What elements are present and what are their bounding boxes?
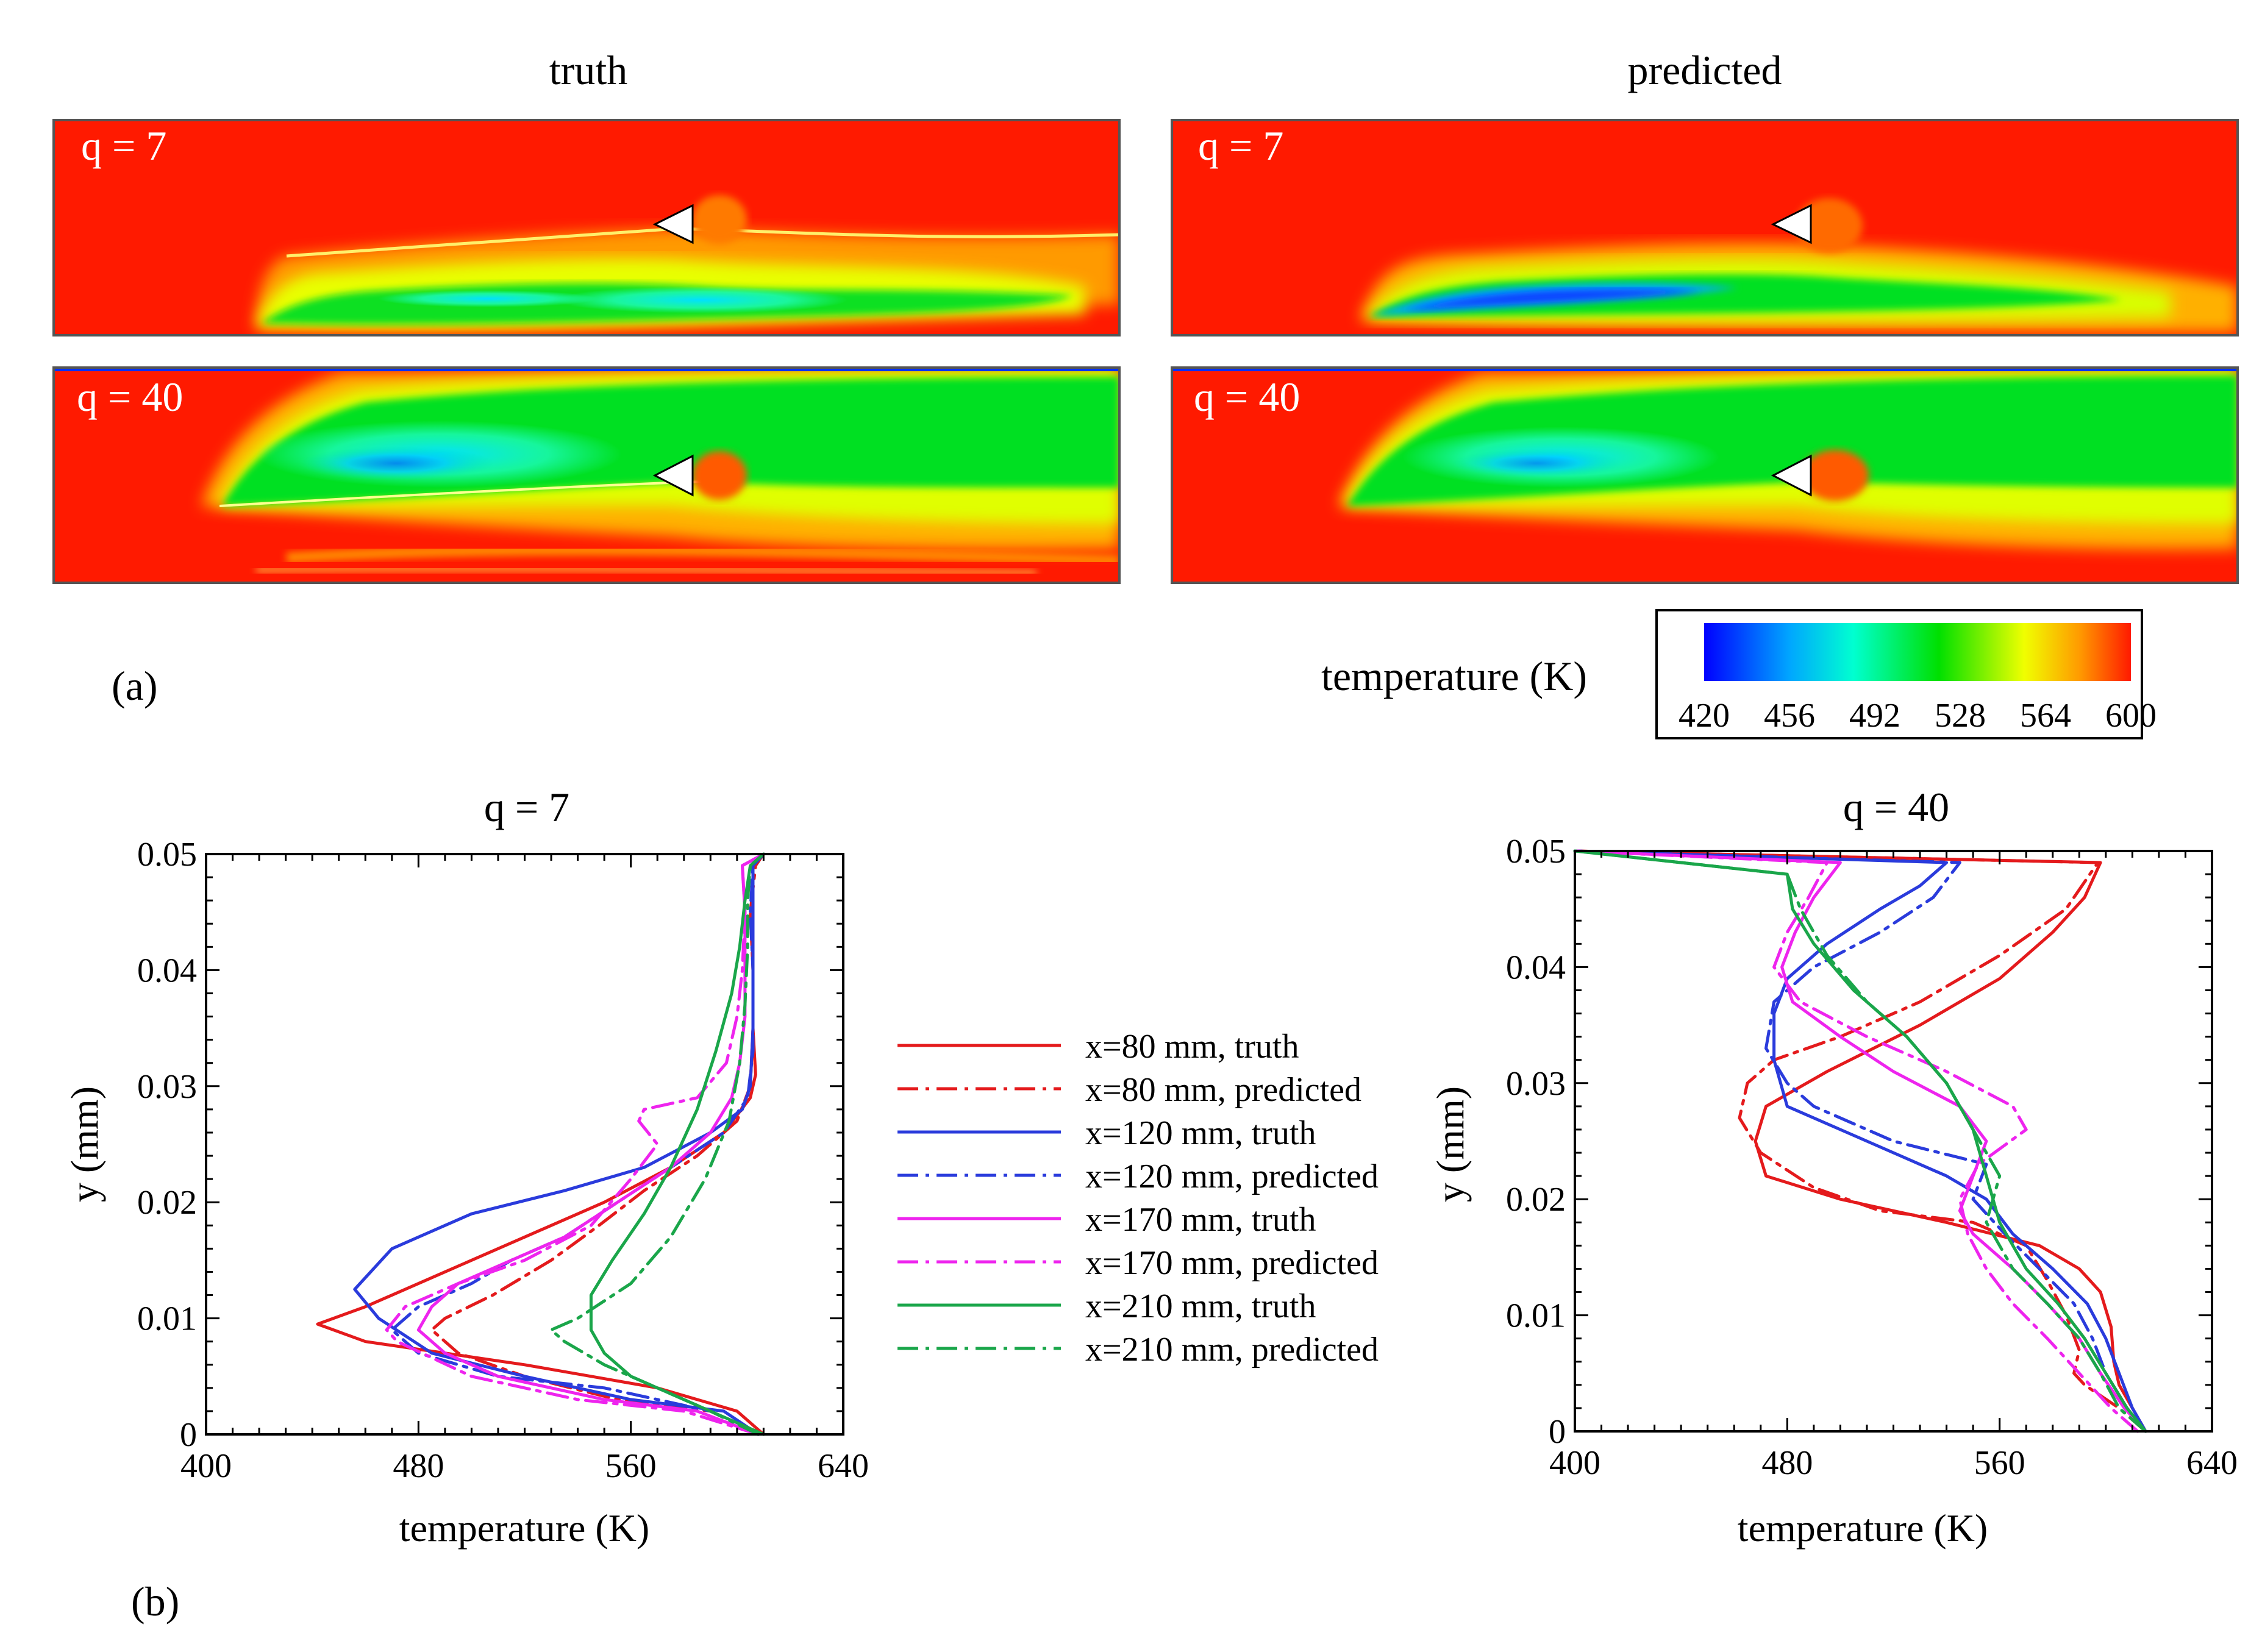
chart-q40-ylabel: y (mm): [1429, 1086, 1472, 1202]
predicted-column-title: predicted: [1628, 47, 1782, 93]
legend-entry-label: x=210 mm, predicted: [1085, 1331, 1379, 1369]
y-tick-label: 0.02: [1506, 1181, 1566, 1219]
q7-label-truth: q = 7: [81, 123, 166, 169]
x-tick-label: 560: [605, 1447, 657, 1485]
q7-label-predicted: q = 7: [1198, 123, 1283, 169]
colorbar-tick: 492: [1849, 697, 1900, 735]
y-tick-label: 0.05: [137, 836, 197, 874]
colorbar-title: temperature (K): [1321, 653, 1587, 699]
x-tick-label: 480: [1761, 1444, 1813, 1482]
series-line-x-120-mm-truth: [1573, 849, 2147, 1433]
field-predicted-q40: q = 40: [1171, 366, 2239, 584]
legend-entry-label: x=120 mm, predicted: [1085, 1158, 1379, 1195]
chart-q40: q = 40 400 480 560 640 0 0.01 0.02 0.03 0.04 0.05…: [1429, 784, 2238, 1550]
panel-b: q = 7 400 480 560 64000.010.020.030.040.05 …: [63, 784, 2238, 1625]
colorbar-tick: 564: [2020, 697, 2071, 735]
y-tick-label: 0.01: [137, 1300, 197, 1338]
series-line-x-170-mm-predicted: [385, 852, 765, 1436]
chart-q7-frame: [205, 853, 844, 1436]
series-line-x-80-mm-predicted: [430, 852, 765, 1436]
series-line-x-170-mm-predicted: [1573, 849, 2139, 1433]
legend-entry-label: x=120 mm, truth: [1085, 1114, 1316, 1152]
y-tick-label: 0.04: [137, 952, 197, 989]
q40-label-truth: q = 40: [77, 374, 183, 420]
field-predicted-q7: q = 7: [1171, 119, 2239, 336]
panel-a: truth predicted q = 7: [52, 47, 2239, 739]
series-line-x-170-mm-truth: [416, 852, 765, 1436]
truth-column-title: truth: [549, 47, 627, 93]
series-line-x-210-mm-predicted: [1573, 849, 2147, 1433]
colorbar-gradient: [1704, 623, 2131, 681]
legend-entry-label: x=170 mm, truth: [1085, 1201, 1316, 1239]
panel-a-label: (a): [112, 663, 157, 709]
series-line-x-120-mm-predicted: [1573, 849, 2147, 1433]
series-line-x-210-mm-predicted: [549, 852, 765, 1436]
colorbar-tick: 528: [1935, 697, 1986, 735]
chart-q40-xlabel: temperature (K): [1738, 1506, 1988, 1550]
colorbar: 420 456 492 528 564 600: [1655, 609, 2157, 739]
series-line-x-120-mm-truth: [353, 852, 765, 1436]
field-truth-q40: q = 40: [52, 366, 1121, 584]
chart-q7-ylabel: y (mm): [63, 1086, 106, 1202]
x-tick-label: 480: [393, 1447, 444, 1485]
series-line-x-80-mm-predicted: [1573, 849, 2147, 1433]
series-line-x-120-mm-predicted: [390, 852, 765, 1436]
y-tick-label: 0.03: [137, 1068, 197, 1106]
x-tick-label: 400: [1549, 1444, 1600, 1482]
field-truth-q7: q = 7: [52, 119, 1121, 336]
legend-entry-label: x=170 mm, predicted: [1085, 1244, 1379, 1282]
legend-entry-label: x=210 mm, truth: [1085, 1287, 1316, 1325]
series-line-x-210-mm-truth: [1573, 849, 2147, 1433]
legend-entry-label: x=80 mm, predicted: [1085, 1071, 1361, 1109]
y-tick-label: 0: [180, 1416, 197, 1454]
x-tick-label: 560: [1974, 1444, 2025, 1482]
y-tick-label: 0.05: [1506, 833, 1566, 871]
series-line-x-210-mm-truth: [589, 852, 765, 1436]
series-line-x-170-mm-truth: [1573, 849, 2147, 1433]
q40-label-predicted: q = 40: [1194, 374, 1300, 420]
legend-entry-label: x=80 mm, truth: [1085, 1028, 1299, 1066]
colorbar-tick: 456: [1764, 697, 1815, 735]
colorbar-tick: 600: [2105, 697, 2157, 735]
x-tick-label: 400: [180, 1447, 232, 1485]
x-tick-label: 640: [2186, 1444, 2238, 1482]
y-tick-label: 0.02: [137, 1184, 197, 1222]
colorbar-tick: 420: [1679, 697, 1730, 735]
chart-q40-title: q = 40: [1843, 784, 1949, 830]
panel-b-label: (b): [131, 1578, 179, 1625]
chart-q7: q = 7 400 480 560 64000.010.020.030.040.05 …: [63, 784, 869, 1550]
chart-q40-frame: [1574, 850, 2213, 1433]
x-tick-label: 640: [818, 1447, 869, 1485]
y-tick-label: 0: [1549, 1413, 1566, 1451]
series-line-x-80-mm-truth: [1573, 849, 2147, 1433]
legend: x=80 mm, truth x=80 mm, predicted x=120 mm…: [897, 1028, 1379, 1369]
y-tick-label: 0.03: [1506, 1065, 1566, 1103]
y-tick-label: 0.04: [1506, 949, 1566, 986]
chart-q7-xlabel: temperature (K): [399, 1506, 649, 1550]
chart-q40-series: [1573, 849, 2147, 1433]
chart-q7-title: q = 7: [484, 784, 569, 830]
y-tick-label: 0.01: [1506, 1297, 1566, 1335]
chart-q7-series: [316, 852, 765, 1436]
